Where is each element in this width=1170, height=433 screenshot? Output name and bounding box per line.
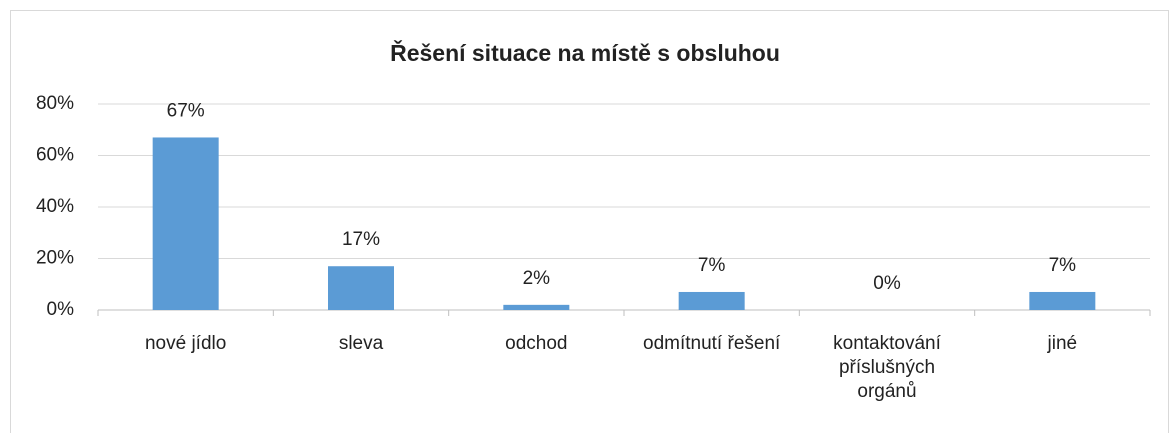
x-tick-label: sleva xyxy=(338,333,384,354)
x-tick-label: odchod xyxy=(505,333,568,354)
y-tick-label: 20% xyxy=(36,248,74,269)
y-tick-label: 40% xyxy=(36,196,74,217)
x-tick-label: odmítnutí řešení xyxy=(643,333,781,354)
y-tick-label: 0% xyxy=(47,299,75,320)
bar xyxy=(152,137,219,310)
data-label: 17% xyxy=(342,229,380,250)
bar xyxy=(503,304,570,310)
data-label: 2% xyxy=(523,268,551,289)
y-tick-label: 60% xyxy=(36,145,74,166)
data-label: 67% xyxy=(167,100,205,121)
bar xyxy=(678,291,745,310)
bar xyxy=(1029,291,1096,310)
x-tick-label: kontaktování příslušných orgánů xyxy=(833,333,941,402)
data-label: 0% xyxy=(873,273,901,294)
data-label: 7% xyxy=(698,255,726,276)
y-tick-label: 80% xyxy=(36,93,74,114)
x-tick-label: nové jídlo xyxy=(144,333,227,354)
data-label: 7% xyxy=(1049,255,1077,276)
x-tick-label: jiné xyxy=(1047,333,1078,354)
bar xyxy=(328,266,394,310)
chart-title: Řešení situace na místě s obsluhou xyxy=(390,39,780,66)
chart-border xyxy=(10,10,1169,433)
